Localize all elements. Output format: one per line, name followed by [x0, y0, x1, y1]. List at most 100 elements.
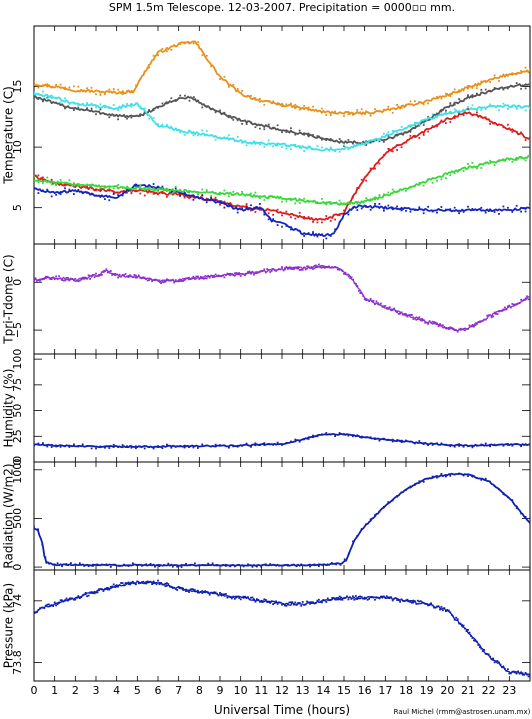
y-axis-label: Temperature (C) [2, 86, 16, 185]
data-point [42, 606, 44, 609]
data-point [139, 77, 142, 80]
data-point [205, 189, 208, 191]
data-point [470, 635, 472, 637]
data-point [222, 274, 224, 277]
data-point [391, 130, 394, 132]
data-point [68, 188, 71, 191]
data-point [478, 321, 481, 323]
data-point [34, 97, 35, 100]
data-point [396, 599, 398, 601]
data-point [83, 565, 86, 567]
data-point [480, 320, 483, 323]
data-point [523, 673, 525, 676]
data-point [149, 563, 152, 565]
data-point [322, 564, 325, 567]
data-point [352, 595, 354, 598]
data-point [527, 675, 530, 678]
data-point [303, 604, 305, 606]
data-point [64, 279, 66, 282]
data-point [462, 445, 465, 448]
data-point [254, 126, 257, 129]
data-point [90, 193, 93, 196]
data-point [518, 302, 521, 305]
data-point [360, 207, 363, 210]
data-point [366, 598, 369, 601]
data-point [343, 273, 345, 275]
data-point [86, 277, 88, 280]
data-point [484, 211, 487, 214]
data-point [219, 193, 221, 196]
data-point [493, 211, 496, 213]
data-point [47, 276, 50, 279]
series-line [34, 154, 530, 206]
data-point [498, 160, 500, 162]
data-point [239, 598, 242, 601]
data-point [329, 139, 332, 142]
data-point [39, 607, 41, 610]
data-point [414, 100, 416, 103]
data-point [148, 446, 150, 448]
data-point [431, 444, 434, 446]
data-point [329, 114, 332, 117]
series-points [34, 472, 530, 568]
data-point [453, 88, 456, 91]
data-point [321, 107, 323, 110]
data-point [418, 182, 421, 184]
data-point [316, 599, 319, 602]
data-point [371, 300, 373, 302]
x-tick-label: 4 [113, 684, 120, 697]
data-point [104, 186, 106, 189]
data-point [204, 590, 207, 593]
data-point [143, 70, 146, 73]
data-point [264, 599, 267, 601]
data-point [380, 595, 382, 598]
data-point [174, 191, 177, 194]
data-point [412, 599, 415, 602]
data-point [223, 276, 226, 279]
data-point [210, 195, 212, 197]
data-point [347, 139, 350, 141]
data-point [307, 145, 310, 148]
data-point [352, 113, 354, 116]
data-point [188, 197, 190, 199]
data-point [126, 89, 129, 92]
data-point [484, 108, 487, 111]
data-point [493, 105, 496, 107]
data-point [467, 163, 469, 165]
data-point [208, 276, 211, 279]
data-point [112, 104, 115, 106]
data-point [508, 672, 511, 675]
data-point [61, 279, 63, 281]
data-point [256, 598, 258, 600]
data-point [201, 188, 204, 191]
data-point [46, 97, 49, 100]
data-point [515, 672, 518, 675]
data-point [325, 601, 328, 603]
data-point [374, 598, 376, 601]
data-point [281, 444, 283, 446]
x-tick-label: 7 [175, 684, 182, 697]
data-point [170, 97, 173, 100]
data-point [52, 276, 55, 279]
data-point [502, 205, 505, 208]
data-point [520, 87, 522, 90]
data-point [374, 167, 376, 170]
data-point [50, 446, 53, 448]
data-point [56, 603, 59, 606]
data-point [347, 202, 350, 205]
data-point [450, 327, 453, 329]
data-point [298, 146, 301, 149]
data-point [166, 187, 168, 190]
data-point [37, 609, 40, 611]
series-line [34, 472, 530, 567]
data-point [34, 187, 35, 189]
data-point [73, 102, 75, 104]
data-point [201, 443, 204, 446]
data-point [331, 562, 333, 564]
data-point [489, 103, 491, 106]
data-point [316, 235, 319, 238]
data-point [498, 213, 500, 215]
data-point [484, 477, 487, 480]
data-point [130, 192, 133, 195]
